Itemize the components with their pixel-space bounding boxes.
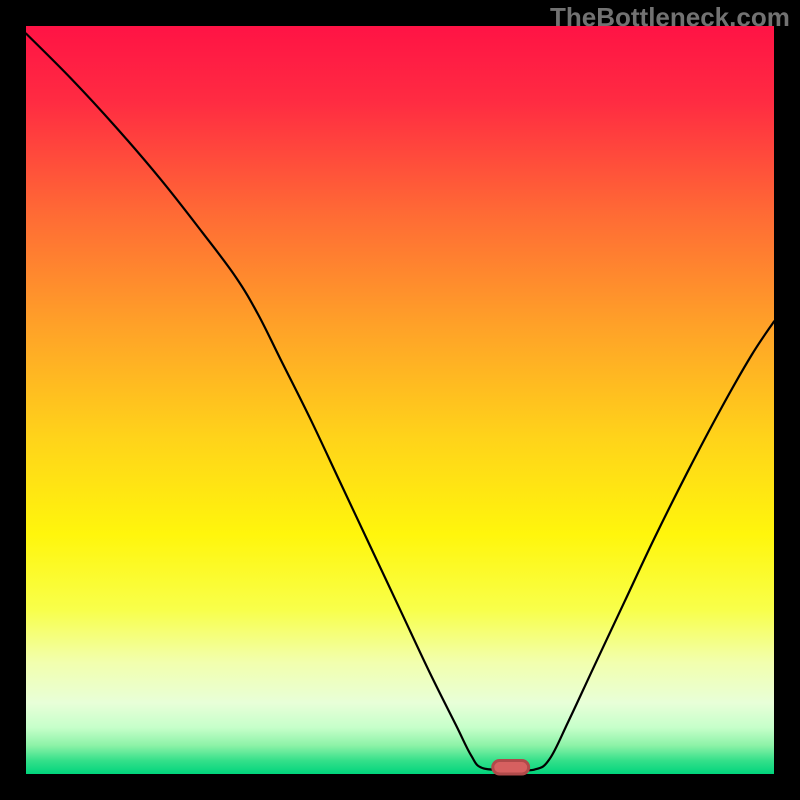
bottleneck-curve [26,33,774,770]
watermark-text: TheBottleneck.com [550,2,790,33]
chart-overlay [0,0,800,800]
optimal-marker [493,761,529,774]
